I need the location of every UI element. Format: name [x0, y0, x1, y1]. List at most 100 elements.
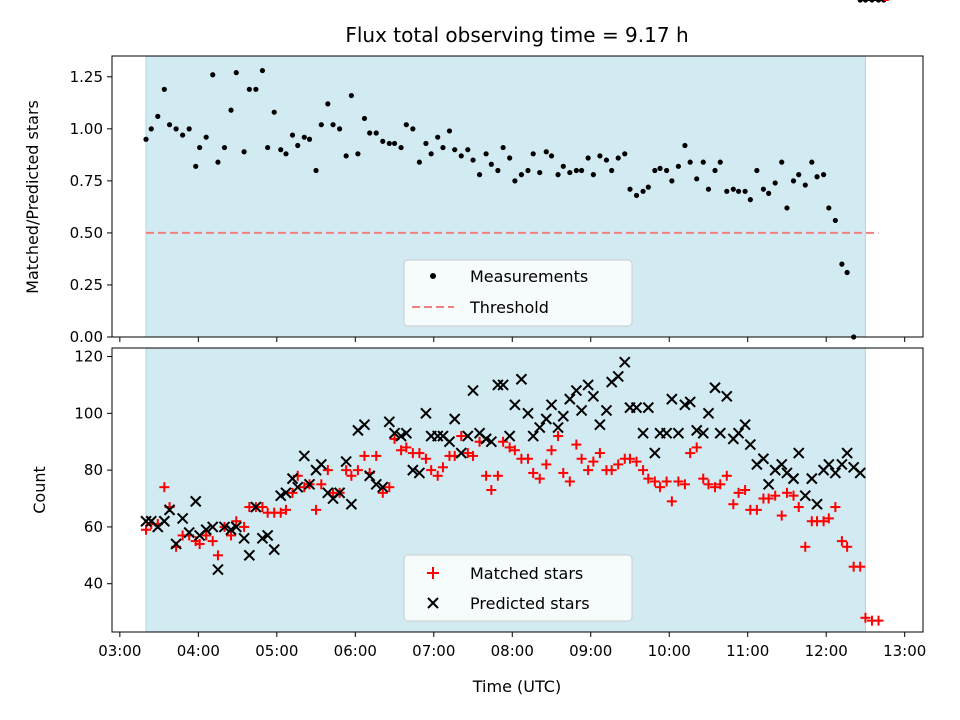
- matched-star-point: [860, 612, 871, 623]
- matched-star-point: [673, 476, 684, 487]
- measurement-point: [518, 172, 525, 178]
- matched-star-point: [509, 445, 520, 456]
- predicted-star-point: [557, 410, 569, 422]
- measurement-point: [416, 159, 422, 165]
- measurement-point: [573, 167, 579, 174]
- legend-measurements-marker: [430, 273, 436, 279]
- predicted-star-point: [776, 458, 788, 471]
- predicted-star-point: [407, 464, 419, 476]
- predicted-star-point: [280, 487, 292, 499]
- measurement-point: [470, 157, 476, 163]
- matched-star-point: [661, 476, 672, 487]
- measurement-point: [428, 151, 434, 157]
- bottom-y-ticks: 40 60 80 100 120: [74, 348, 112, 593]
- measurement-point: [820, 172, 827, 178]
- top-measurements: [143, 0, 887, 340]
- measurement-point: [283, 151, 289, 157]
- predicted-star-point: [690, 424, 703, 437]
- bottom-counts: [140, 0, 889, 626]
- legend-predicted-marker: [427, 597, 439, 609]
- y-tick-label: 40: [84, 575, 103, 593]
- measurement-point: [772, 180, 778, 186]
- predicted-star-point: [630, 401, 643, 414]
- measurement-point: [567, 169, 573, 176]
- measurement-point: [435, 134, 441, 140]
- measurement-point: [386, 140, 392, 147]
- predicted-star-point: [413, 467, 426, 479]
- x-tick-label: 10:00: [648, 642, 691, 660]
- matched-star-point: [818, 516, 829, 527]
- measurement-point: [410, 126, 416, 132]
- x-tick-label: 05:00: [255, 642, 298, 660]
- measurement-point: [483, 151, 489, 157]
- measurement-point: [313, 167, 319, 174]
- y-tick-label: 100: [74, 404, 103, 422]
- predicted-star-point: [345, 498, 358, 510]
- matched-star-point: [492, 470, 503, 481]
- measurement-point: [458, 153, 464, 159]
- matched-star-point: [638, 465, 649, 476]
- x-tick-label: 04:00: [177, 642, 220, 660]
- measurement-point: [640, 188, 646, 194]
- matched-star-point: [534, 473, 545, 484]
- matched-star-point: [733, 487, 744, 498]
- matched-star-point: [322, 465, 333, 476]
- predicted-star-point: [836, 458, 848, 471]
- measurement-point: [717, 159, 723, 165]
- measurement-point: [373, 130, 379, 136]
- matched-star-point: [576, 453, 587, 464]
- measurement-point: [155, 113, 161, 119]
- matched-star-point: [836, 536, 847, 547]
- measurement-point: [560, 163, 566, 169]
- predicted-star-point: [564, 393, 576, 405]
- predicted-star-point: [261, 529, 274, 542]
- measurement-point: [318, 122, 324, 128]
- predicted-star-point: [570, 384, 583, 397]
- x-tick-label: 11:00: [726, 642, 769, 660]
- predicted-star-point: [238, 532, 250, 544]
- predicted-star-point: [793, 447, 805, 459]
- measurement-point: [590, 172, 596, 178]
- measurement-point: [452, 147, 458, 153]
- bottom-legend: Matched stars Predicted stars: [403, 554, 633, 622]
- measurement-point: [814, 174, 820, 180]
- matched-star-point: [655, 482, 666, 493]
- predicted-star-point: [762, 478, 775, 491]
- matched-star-point: [207, 536, 218, 547]
- matched-star-point: [685, 448, 696, 459]
- matched-star-point: [346, 470, 357, 481]
- predicted-star-point: [492, 379, 504, 391]
- x-tick-label: 09:00: [569, 642, 612, 660]
- matched-star-point: [679, 479, 690, 490]
- matched-star-point: [588, 456, 599, 467]
- measurement-point: [215, 159, 221, 165]
- matched-star-point: [793, 502, 804, 513]
- predicted-star-point: [207, 521, 219, 533]
- measurement-point: [348, 92, 354, 99]
- matched-star-point: [231, 516, 242, 527]
- measurement-point: [766, 190, 772, 196]
- x-tick-label: 13:00: [883, 642, 926, 660]
- predicted-star-point: [600, 404, 613, 417]
- predicted-star-point: [183, 526, 195, 539]
- predicted-star-point: [449, 413, 461, 425]
- predicted-star-point: [443, 436, 456, 448]
- predicted-star-point: [660, 427, 673, 439]
- predicted-star-point: [854, 467, 866, 479]
- x-tick-label: 08:00: [491, 642, 534, 660]
- measurement-point: [241, 149, 247, 155]
- matched-star-point: [631, 456, 642, 467]
- predicted-star-point: [823, 458, 835, 471]
- measurement-point: [826, 205, 832, 211]
- measurement-point: [555, 172, 561, 178]
- matched-star-point: [352, 465, 363, 476]
- predicted-star-point: [333, 487, 346, 499]
- predicted-star-point: [739, 418, 751, 431]
- measurement-point: [512, 178, 518, 184]
- measurement-point: [622, 151, 628, 157]
- measurement-point: [325, 101, 331, 107]
- measurement-point: [832, 217, 838, 224]
- predicted-star-point: [243, 549, 256, 562]
- measurement-point: [446, 128, 453, 134]
- measurement-point: [343, 153, 349, 159]
